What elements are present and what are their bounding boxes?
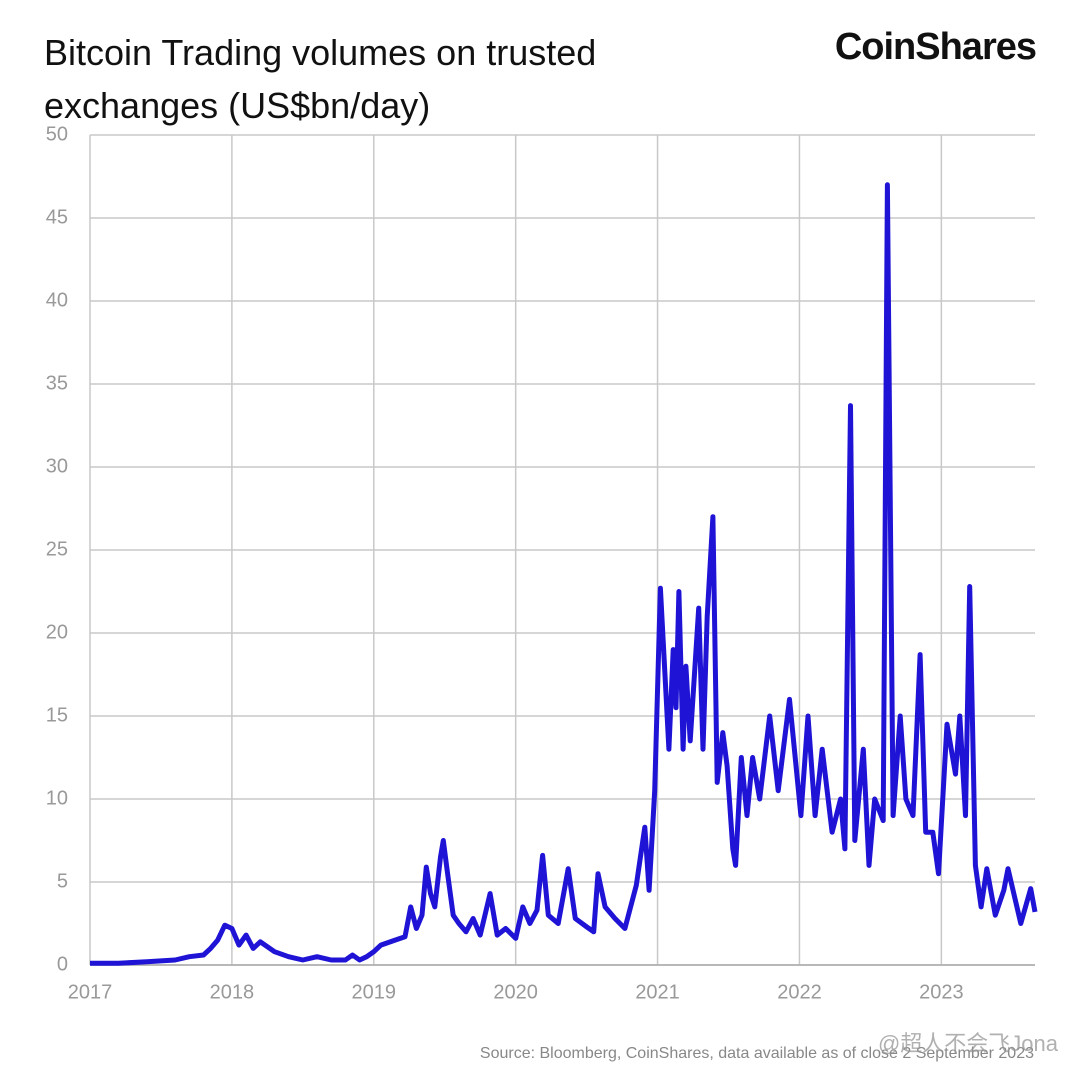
data-line — [90, 182, 1038, 966]
y-tick-label: 0 — [57, 953, 68, 975]
y-tick-label: 5 — [57, 870, 68, 892]
x-tick-label: 2020 — [493, 981, 538, 1003]
x-tick-label: 2017 — [68, 981, 113, 1003]
y-tick-label: 40 — [46, 289, 68, 311]
y-tick-label: 15 — [46, 704, 68, 726]
y-tick-label: 45 — [46, 206, 68, 228]
x-tick-label: 2019 — [352, 981, 397, 1003]
watermark: @超人不会飞Jona — [877, 1031, 1058, 1056]
y-tick-label: 35 — [46, 372, 68, 394]
brand-logo: CoinShares — [834, 26, 1037, 68]
chart-title: Bitcoin Trading volumes on trusted excha… — [44, 32, 597, 126]
y-tick-label: 20 — [46, 621, 68, 643]
y-tick-label: 25 — [46, 538, 68, 560]
y-tick-label: 50 — [46, 123, 68, 145]
x-tick-label: 2018 — [210, 981, 255, 1003]
y-tick-label: 30 — [46, 455, 68, 477]
source-note: Source: Bloomberg, CoinShares, data avai… — [479, 1045, 1034, 1062]
x-tick-label: 2022 — [777, 981, 822, 1003]
x-tick-label: 2021 — [635, 981, 680, 1003]
x-tick-label: 2023 — [919, 981, 964, 1003]
y-tick-label: 10 — [46, 787, 68, 809]
